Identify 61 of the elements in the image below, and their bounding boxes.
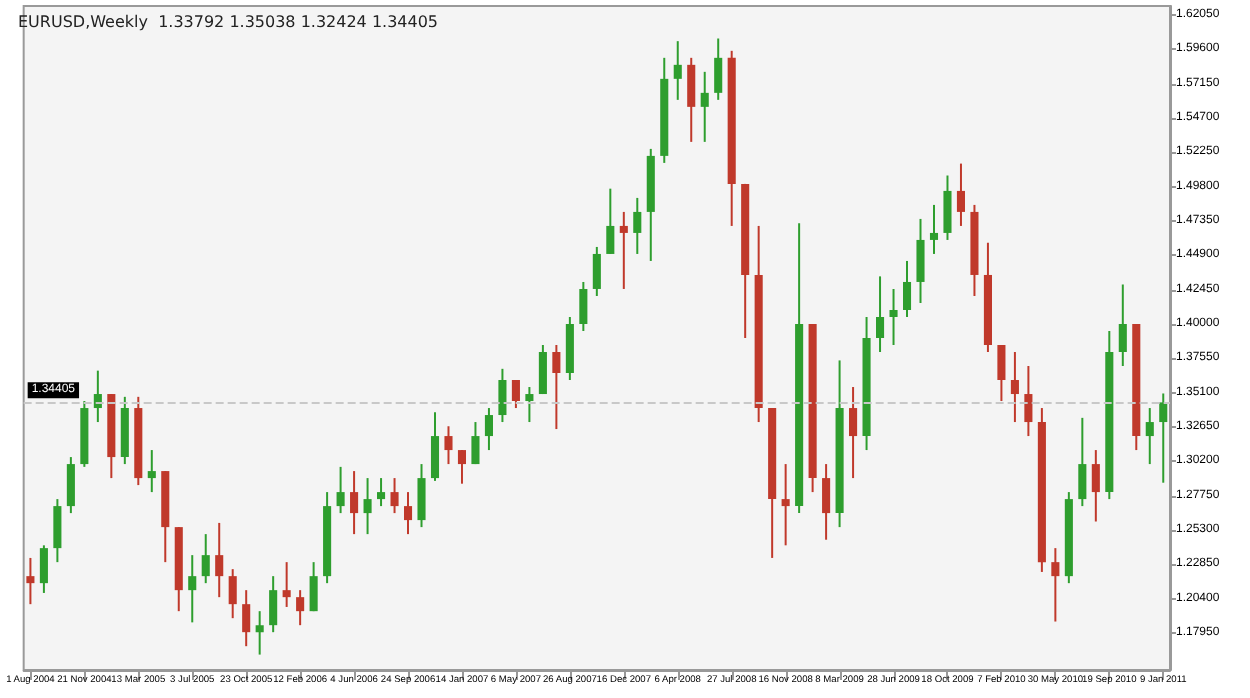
candlestick [781,463,790,547]
candlestick [511,379,520,410]
candlestick [1024,365,1033,438]
candlestick [242,589,251,648]
chart-title: EURUSD,Weekly 1.33792 1.35038 1.32424 1.34405 [18,13,439,31]
candlestick [929,203,939,255]
candlestick [390,477,399,515]
candlestick [282,561,291,608]
candlestick [484,407,493,452]
candlestick [417,463,426,529]
candlestick [188,554,197,624]
candlestick [1078,416,1087,508]
candlestick [997,344,1006,403]
candlestick [619,210,628,290]
candlestick [1010,351,1019,424]
candlestick [215,521,224,599]
candlestick [350,470,359,536]
candlestick [592,245,601,297]
candlestick [336,465,345,515]
candlestick [403,491,413,536]
candlestick [53,498,62,564]
candlestick [579,280,588,332]
candlestick [633,196,642,255]
candlestick [471,421,480,466]
candlestick [525,386,534,424]
candlestick [673,40,682,101]
candlestick [1091,449,1100,523]
candlestick [1051,547,1060,623]
candlestick [889,287,898,346]
candlestick [552,344,561,431]
candlestick [1159,392,1168,484]
candlestick [201,533,210,585]
candlestick [269,575,278,634]
candlestick [26,556,35,606]
candlestick [457,449,467,485]
candlestick [363,477,372,536]
candlestick [943,174,952,241]
candlestick [296,589,305,627]
candlestick [916,217,925,304]
candlestick [902,259,912,318]
candlestick [876,275,885,354]
candlestick [538,344,547,396]
candlestick [849,386,858,480]
candlestick [147,449,156,494]
candlestick [66,456,75,515]
candlestick [956,162,966,227]
candlestick [498,367,507,424]
candlestick [822,463,831,541]
candlestick [714,37,723,101]
candlestick [39,544,48,594]
candlestick [228,568,237,620]
candlestick [430,411,440,482]
candlestick [606,187,615,255]
candlestick [1145,407,1154,466]
candlestick [444,425,453,466]
candlestick [1118,283,1127,368]
candlestick [255,610,264,656]
candlestick [687,56,696,143]
candlestick [700,70,709,143]
candlestick [377,477,386,508]
candlestick [309,561,318,613]
